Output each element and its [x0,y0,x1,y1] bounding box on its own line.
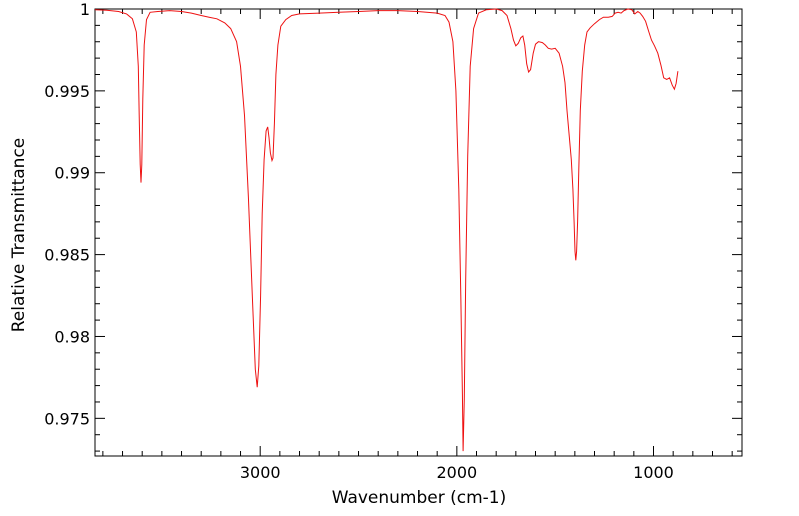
plot-area [94,8,743,457]
y-tick-label: 0.995 [44,82,90,101]
x-tick-labels: 3000 2000 1000 [240,463,674,482]
y-tick-label: 0.985 [44,246,90,265]
y-tick-label: 0.99 [54,164,90,183]
y-tick-label: 0.98 [54,327,90,346]
y-tick-labels: 1 0.995 0.99 0.985 0.98 0.975 [44,0,90,428]
transmittance-line [94,8,679,452]
x-tick-label: 2000 [436,463,477,482]
x-tick-label: 1000 [633,463,674,482]
y-tick-label: 0.975 [44,409,90,428]
y-tick-label: 1 [80,0,90,19]
y-axis-title: Relative Transmittance [9,138,29,333]
axis-ticks [95,8,742,456]
x-axis-title: Wavenumber (cm-1) [332,488,507,508]
x-tick-label: 3000 [240,463,281,482]
